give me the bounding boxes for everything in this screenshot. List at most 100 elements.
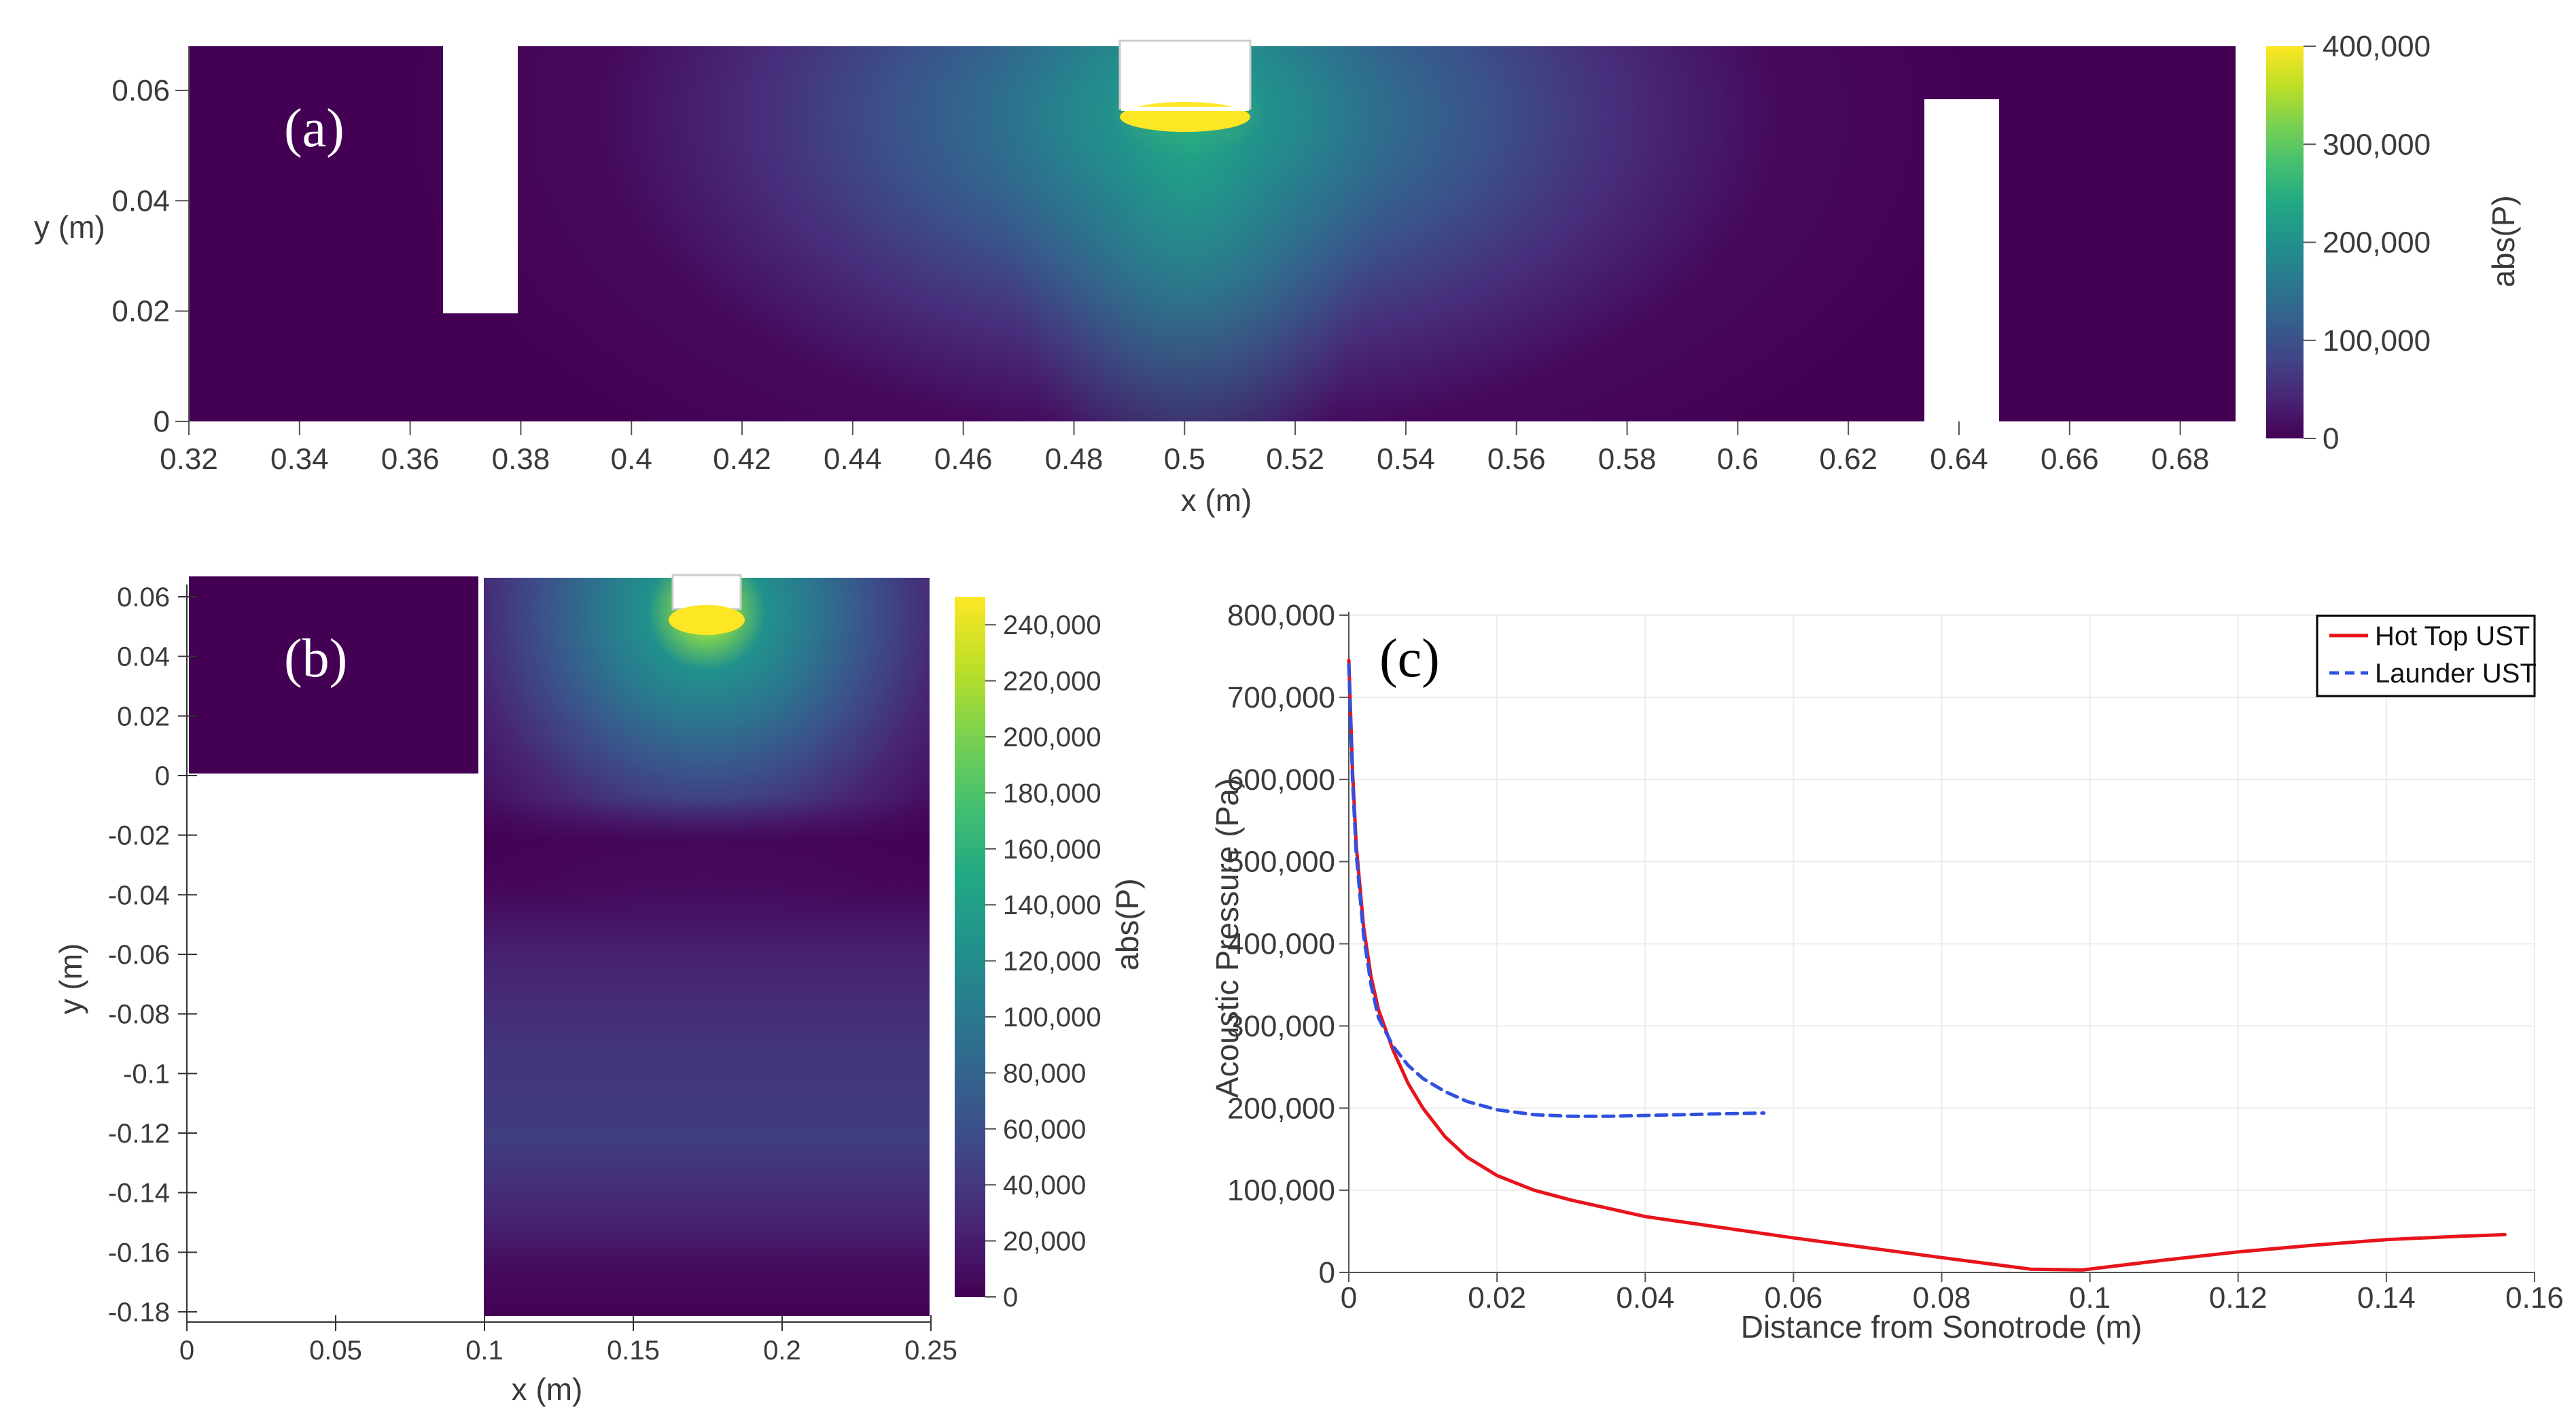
- panel-c-xtick-label: 0.06: [1765, 1281, 1823, 1315]
- panel-a-xtick-label: 0.36: [381, 442, 440, 476]
- panel-b-colorbar-label: 200,000: [1003, 723, 1101, 752]
- panel-a-ytick-label: 0.02: [111, 295, 170, 328]
- panel-c-ytick-label: 700,000: [1227, 681, 1335, 714]
- panel-a-xtick-label: 0.34: [270, 442, 329, 476]
- panel-c-series: [1347, 659, 2507, 1272]
- panel-b-colorbar-label: 180,000: [1003, 778, 1101, 808]
- panel-a-xtick-label: 0.58: [1598, 442, 1657, 476]
- panel-c-xtick-label: 0.1: [2069, 1281, 2111, 1315]
- panel-a-xtick-label: 0.68: [2151, 442, 2210, 476]
- panel-b-colorbar-label: 140,000: [1003, 890, 1101, 920]
- panel-a-xtick-label: 0.5: [1164, 442, 1205, 476]
- panel-b-ytick-label: -0.1: [123, 1059, 170, 1089]
- panel-a: 00.020.040.06 y (m) 0.32 0.34 0.36 0.38 0.4 0…: [34, 30, 2521, 518]
- panel-b-xtick-label: 0.05: [309, 1336, 362, 1366]
- panel-a-xtick-label: 0.42: [713, 442, 771, 476]
- panel-a-xtick-label: 0.54: [1377, 442, 1435, 476]
- panel-a-xtick-label: 0.52: [1266, 442, 1324, 476]
- panel-b-label: (b): [284, 629, 347, 689]
- panel-a-xtick-label: 0.62: [1819, 442, 1877, 476]
- panel-b-xaxis: 0 0.05 0.1 0.15 0.2 0.25 x (m): [179, 1315, 957, 1407]
- panel-c-ytick-label: 600,000: [1227, 763, 1335, 797]
- panel-a-colorbar-label: 200,000: [2323, 226, 2431, 260]
- panel-a-xtick-label: 0.38: [492, 442, 550, 476]
- panel-a-xtick-label: 0.44: [824, 442, 882, 476]
- panel-b-hotspot: [669, 605, 745, 635]
- panel-c-xtick-label: 0.02: [1468, 1281, 1526, 1315]
- panel-b: 0.06 0.04 0.02 0 -0.02 -0.04 -0.06 -0.08 -0.1 -0.…: [53, 574, 1145, 1407]
- panel-c-yticks: 0 100,000 200,000 300,000 400,000 500,000 600,…: [1227, 599, 1349, 1289]
- panel-b-ytick-label: -0.08: [108, 1000, 170, 1030]
- panel-c-ytick-label: 0: [1319, 1256, 1335, 1289]
- panel-a-ytick-label: 0: [154, 405, 170, 438]
- panel-a-xtick-label: 0.56: [1487, 442, 1546, 476]
- panel-c-ylabel: Acoustic Pressure (Pa): [1210, 778, 1245, 1098]
- panel-b-colorbar-label: 220,000: [1003, 667, 1101, 697]
- legend-label-hot-top: Hot Top UST: [2375, 621, 2530, 651]
- panel-b-ylabel: y (m): [53, 943, 88, 1015]
- series-line-hot-top-ust: [1347, 659, 2507, 1272]
- panel-b-ytick-label: 0.04: [117, 642, 170, 672]
- legend-label-launder: Launder UST: [2375, 659, 2537, 689]
- panel-b-yaxis: 0.06 0.04 0.02 0 -0.02 -0.04 -0.06 -0.08 -0.1 -0.…: [53, 583, 197, 1327]
- panel-a-sonotrode: [1118, 39, 1252, 110]
- panel-b-colorbar-label: 240,000: [1003, 610, 1101, 640]
- panel-b-ytick-label: -0.14: [108, 1179, 170, 1209]
- panel-b-colorbar: 0 20,000 40,000 60,000 80,000 100,000 120,000 1…: [955, 597, 1145, 1313]
- panel-a-xlabel: x (m): [1181, 483, 1252, 518]
- panel-c-xticks: 0 0.02 0.04 0.06 0.08 0.1 0.12 0.14 0.16: [1341, 1272, 2564, 1315]
- panel-a-baffle-right: [1924, 99, 1999, 424]
- panel-b-colorbar-label: 80,000: [1003, 1058, 1086, 1088]
- panel-b-xtick-label: 0: [179, 1336, 194, 1366]
- panel-a-xtick-label: 0.46: [934, 442, 993, 476]
- panel-c-legend: Hot Top UST Launder UST: [2316, 614, 2537, 697]
- panel-a-colorbar-label: 0: [2323, 422, 2339, 455]
- panel-b-ytick-label: -0.16: [108, 1238, 170, 1268]
- panel-a-xtick-label: 0.32: [160, 442, 218, 476]
- panel-a-colorbar: 0 100,000 200,000 300,000 400,000 abs(P): [2266, 30, 2521, 455]
- panel-b-xlabel: x (m): [512, 1372, 583, 1407]
- panel-b-mould-bands: [482, 576, 931, 1317]
- panel-c-ytick-label: 400,000: [1227, 928, 1335, 961]
- panel-a-hotspot: [1120, 102, 1250, 132]
- series-line-launder-ust: [1347, 663, 1766, 1118]
- panel-c-label: (c): [1379, 629, 1440, 689]
- panel-b-colorbar-label: 20,000: [1003, 1227, 1086, 1257]
- panel-c-ytick-label: 800,000: [1227, 599, 1335, 632]
- panel-b-ytick-label: -0.18: [108, 1298, 170, 1327]
- panel-a-ytick-label: 0.04: [111, 184, 170, 218]
- panel-a-colorbar-title: abs(P): [2486, 195, 2521, 287]
- panel-a-colorbar-label: 300,000: [2323, 128, 2431, 161]
- panel-b-colorbar-label: 40,000: [1003, 1170, 1086, 1200]
- panel-a-yaxis: 0 0.02 0.04 0.06 y (m): [34, 46, 190, 438]
- panel-a-right-region: [1999, 46, 2236, 421]
- panel-b-colorbar-label: 100,000: [1003, 1003, 1101, 1032]
- panel-b-ytick-label: -0.04: [108, 880, 170, 910]
- panel-a-colorbar-label: 400,000: [2323, 30, 2431, 63]
- panel-b-xtick-label: 0.2: [763, 1336, 801, 1366]
- panel-b-xtick-label: 0.15: [607, 1336, 660, 1366]
- panel-b-ytick-label: -0.02: [108, 821, 170, 851]
- panel-c-xtick-label: 0.08: [1913, 1281, 1971, 1315]
- panel-b-xtick-label: 0.1: [465, 1336, 504, 1366]
- panel-c-xtick-label: 0.12: [2209, 1281, 2268, 1315]
- panel-b-ytick-label: -0.06: [108, 940, 170, 970]
- panel-c-grid: [1348, 614, 2535, 1273]
- panel-a-xtick-label: 0.66: [2041, 442, 2099, 476]
- panel-a-xtick-label: 0.4: [611, 442, 652, 476]
- panel-a-xaxis: 0.32 0.34 0.36 0.38 0.4 0.42 0.44 0.46 0.48 0.5 0.…: [160, 421, 2209, 518]
- panel-a-xtick-label: 0.6: [1717, 442, 1759, 476]
- panel-b-colorbar-label: 0: [1003, 1283, 1018, 1313]
- panel-a-ylabel: y (m): [34, 209, 105, 245]
- panel-a-baffle-left: [443, 44, 518, 313]
- panel-b-launder: [189, 576, 478, 774]
- panel-a-ytick-label: 0.06: [111, 74, 170, 107]
- panel-b-colorbar-label: 120,000: [1003, 947, 1101, 977]
- panel-a-colorbar-label: 100,000: [2323, 324, 2431, 358]
- panel-a-xtick-label: 0.48: [1045, 442, 1104, 476]
- panel-c: 0 0.02 0.04 0.06 0.08 0.1 0.12 0.14 0.16 0 100,00…: [1210, 599, 2564, 1344]
- panel-c-ytick-label: 100,000: [1227, 1174, 1335, 1207]
- panel-c-xtick-label: 0.16: [2505, 1281, 2564, 1315]
- panel-c-ytick-label: 200,000: [1227, 1092, 1335, 1125]
